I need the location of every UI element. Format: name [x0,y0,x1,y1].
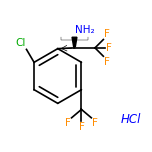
Text: F: F [65,118,71,128]
Polygon shape [72,37,77,46]
Text: F: F [104,29,110,39]
Text: F: F [79,122,84,132]
Text: HCl: HCl [121,113,141,126]
Text: F: F [106,43,112,53]
Text: F: F [104,57,110,67]
Text: F: F [92,118,98,128]
Text: Cl: Cl [15,38,26,48]
Text: NH₂: NH₂ [75,25,95,35]
